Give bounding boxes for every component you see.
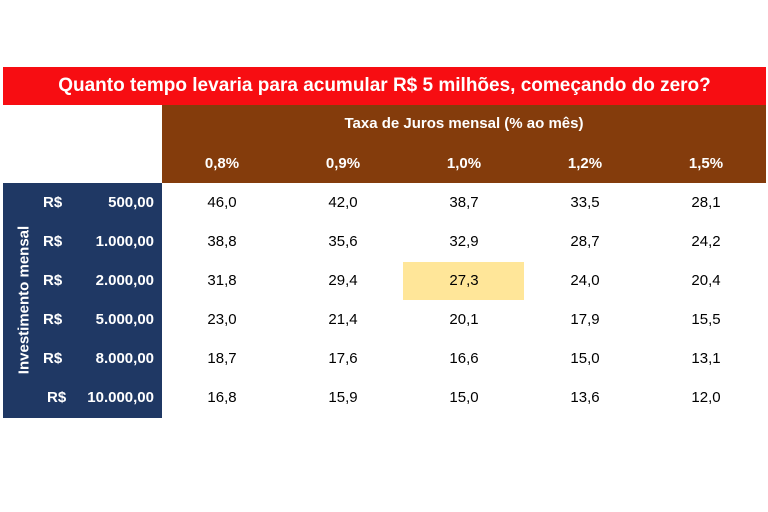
table-cell: 28,1 — [691, 194, 721, 211]
investment-amount: 2.000,00 — [95, 272, 154, 289]
table-cell: 18,7 — [207, 350, 237, 367]
table-cell: 24,2 — [691, 233, 721, 250]
table-cell: 31,8 — [207, 272, 237, 289]
table-cell: 15,0 — [449, 389, 479, 406]
table-cell: 16,8 — [207, 389, 237, 406]
table-cell: 15,0 — [570, 350, 600, 367]
rate-label: 0,9% — [325, 155, 361, 172]
investment-amount: 500,00 — [108, 194, 154, 211]
rate-label: 1,2% — [567, 155, 603, 172]
table-cell: 33,5 — [570, 194, 600, 211]
investment-header: Investimento mensal R$ 500,00 R$ 1.000,0… — [3, 183, 162, 418]
table-cell: 42,0 — [328, 194, 358, 211]
investment-row-label: R$ 500,00 — [3, 183, 162, 222]
table-cell: 17,9 — [570, 311, 600, 328]
table-cell: 12,0 — [691, 389, 721, 406]
investment-row-label: R$ 8.000,00 — [3, 339, 162, 378]
investment-row-label: R$ 1.000,00 — [3, 222, 162, 261]
table-cell: 23,0 — [207, 311, 237, 328]
table-cell: 15,9 — [328, 389, 358, 406]
rate-label: 0,8% — [204, 155, 240, 172]
investment-amount: 10.000,00 — [87, 389, 154, 406]
currency-label: R$ — [43, 311, 63, 328]
table-cell: 46,0 — [207, 194, 237, 211]
table-cell: 13,6 — [570, 389, 600, 406]
currency-label: R$ — [43, 272, 63, 289]
table-cell: 20,4 — [691, 272, 721, 289]
rate-label: 1,5% — [688, 155, 724, 172]
table-cell: 24,0 — [570, 272, 600, 289]
table-cell: 32,9 — [449, 233, 479, 250]
investment-amount: 1.000,00 — [95, 233, 154, 250]
table-cell: 13,1 — [691, 350, 721, 367]
rate-label: 1,0% — [446, 155, 482, 172]
investment-row-label: R$ 10.000,00 — [3, 378, 162, 417]
table-cell: 29,4 — [328, 272, 358, 289]
table-cell: 38,8 — [207, 233, 237, 250]
table-cell: 28,7 — [570, 233, 600, 250]
investment-row-label: R$ 2.000,00 — [3, 261, 162, 300]
investment-row-label: R$ 5.000,00 — [3, 300, 162, 339]
table-cell: 17,6 — [328, 350, 358, 367]
table-cell: 38,7 — [449, 194, 479, 211]
table-cell: 21,4 — [328, 311, 358, 328]
currency-label: R$ — [43, 350, 63, 367]
table-cell: 20,1 — [449, 311, 479, 328]
table-cell: 35,6 — [328, 233, 358, 250]
table-title: Quanto tempo levaria para acumular R$ 5 … — [3, 67, 766, 105]
investment-amount: 5.000,00 — [95, 311, 154, 328]
rate-header-caption: Taxa de Juros mensal (% ao mês) — [344, 115, 584, 132]
rate-header: Taxa de Juros mensal (% ao mês) 0,8% 0,9… — [162, 105, 766, 183]
currency-label: R$ — [47, 389, 67, 406]
table-cell: 27,3 — [449, 272, 479, 289]
table-cell: 15,5 — [691, 311, 721, 328]
currency-label: R$ — [43, 194, 63, 211]
table-cell: 16,6 — [449, 350, 479, 367]
highlighted-cell — [403, 262, 524, 300]
currency-label: R$ — [43, 233, 63, 250]
investment-amount: 8.000,00 — [95, 350, 154, 367]
